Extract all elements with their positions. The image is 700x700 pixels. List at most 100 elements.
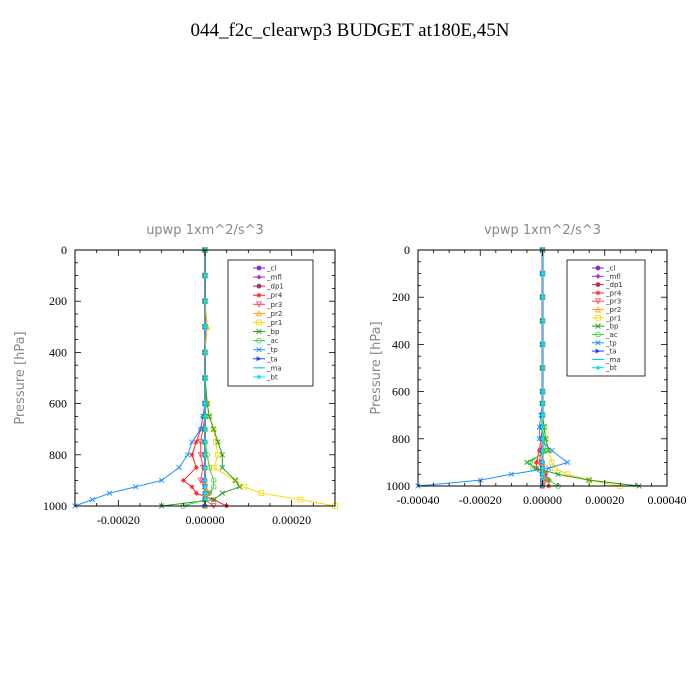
data-point [540, 465, 545, 471]
legend-marker [256, 319, 262, 326]
legend-item: _ma [592, 356, 621, 364]
legend-label: _ta [605, 348, 617, 356]
plot-area [415, 246, 642, 490]
legend-item: _bp [253, 328, 280, 336]
data-point [202, 484, 208, 490]
y-tick-label: 600 [49, 397, 67, 411]
legend-marker [595, 331, 601, 338]
data-point [202, 490, 208, 496]
data-point [202, 401, 208, 406]
legend-label: _bp [266, 328, 280, 336]
data-point [210, 483, 217, 490]
data-point [197, 451, 204, 459]
data-point [241, 483, 247, 490]
data-point [540, 318, 545, 324]
legend-marker [256, 328, 262, 335]
data-point [193, 465, 199, 470]
y-axis-label: Pressure [hPa] [369, 321, 384, 414]
data-point [564, 471, 571, 477]
data-point [258, 490, 265, 496]
data-point [236, 484, 243, 490]
legend-label: _pr4 [605, 289, 622, 297]
data-point [158, 477, 165, 484]
legend-item: _pr3 [253, 301, 282, 309]
legend-item: _bt [253, 373, 278, 381]
legend-item: _pr1 [592, 314, 621, 322]
data-point [540, 436, 545, 442]
data-point [180, 478, 186, 483]
y-tick-label: 200 [392, 290, 410, 304]
data-point [540, 460, 545, 465]
data-point [549, 447, 555, 454]
y-tick-label: 1000 [386, 479, 410, 493]
data-point [202, 478, 208, 483]
data-point [210, 496, 217, 503]
data-point [197, 477, 204, 484]
data-point [232, 477, 239, 484]
data-point [555, 471, 561, 477]
data-point [219, 464, 226, 471]
data-point [193, 490, 199, 496]
y-axis-label: Pressure [hPa] [13, 331, 28, 424]
legend-label: _pr4 [266, 292, 283, 300]
data-point [533, 460, 539, 465]
data-point [89, 496, 96, 503]
legend-item: _bt [592, 364, 617, 372]
legend-marker [255, 310, 263, 317]
legend-label: _ac [605, 331, 618, 339]
x-tick-label: 0.00020 [272, 513, 311, 527]
data-point [540, 424, 545, 430]
data-point [202, 273, 208, 278]
data-point [210, 477, 217, 484]
legend-item: _ta [253, 355, 278, 363]
data-point [176, 464, 182, 471]
legend-item: _pr1 [253, 319, 282, 327]
data-point [202, 439, 208, 445]
data-point [527, 459, 533, 466]
y-tick-label: 800 [49, 448, 67, 462]
data-point [202, 298, 208, 304]
data-point [202, 497, 208, 502]
legend-marker [595, 365, 601, 371]
y-tick-label: 0 [404, 243, 410, 257]
data-point [202, 465, 208, 470]
y-tick-label: 600 [392, 385, 410, 399]
legend-marker [595, 315, 601, 321]
data-point [540, 294, 545, 300]
legend-item: _bp [592, 323, 619, 331]
data-point [219, 490, 226, 496]
data-point [210, 426, 217, 432]
y-tick-label: 400 [49, 345, 67, 359]
legend-item: _dp1 [253, 283, 284, 291]
data-point [189, 439, 195, 445]
data-point [202, 324, 208, 330]
panel-2: vpwp 1xm^2/s^3 Pressure [hPa] 0 200 400 600 80… [369, 223, 687, 507]
legend: _cl_mfl_dp1_pr4_pr3_pr2_pr1_bp_ac_tp_ta_… [227, 259, 314, 387]
data-point [210, 464, 217, 471]
series-ac [180, 247, 217, 509]
legend-marker [595, 265, 601, 271]
legend-label: _cl [605, 265, 615, 273]
y-tick-label: 0 [61, 243, 67, 257]
legend-marker [256, 274, 262, 280]
data-point [197, 426, 204, 432]
legend-marker [256, 346, 262, 353]
legend-item: _tp [253, 346, 278, 354]
legend-label: _mfl [605, 273, 621, 281]
legend-marker [256, 283, 262, 289]
legend-item: _pr4 [592, 289, 622, 297]
data-point [202, 375, 208, 381]
legend-marker [595, 323, 601, 329]
data-point [215, 439, 221, 445]
data-point [546, 465, 552, 472]
data-point [202, 426, 208, 432]
data-point [540, 471, 545, 477]
legend-label: _cl [266, 265, 276, 273]
legend-marker [594, 306, 602, 313]
legend-label: _ta [266, 355, 278, 363]
legend-label: _bp [605, 323, 619, 331]
legend-item: _tp [592, 339, 617, 347]
data-point [106, 490, 113, 496]
legend-marker [594, 298, 602, 305]
legend-label: _pr1 [266, 319, 282, 327]
